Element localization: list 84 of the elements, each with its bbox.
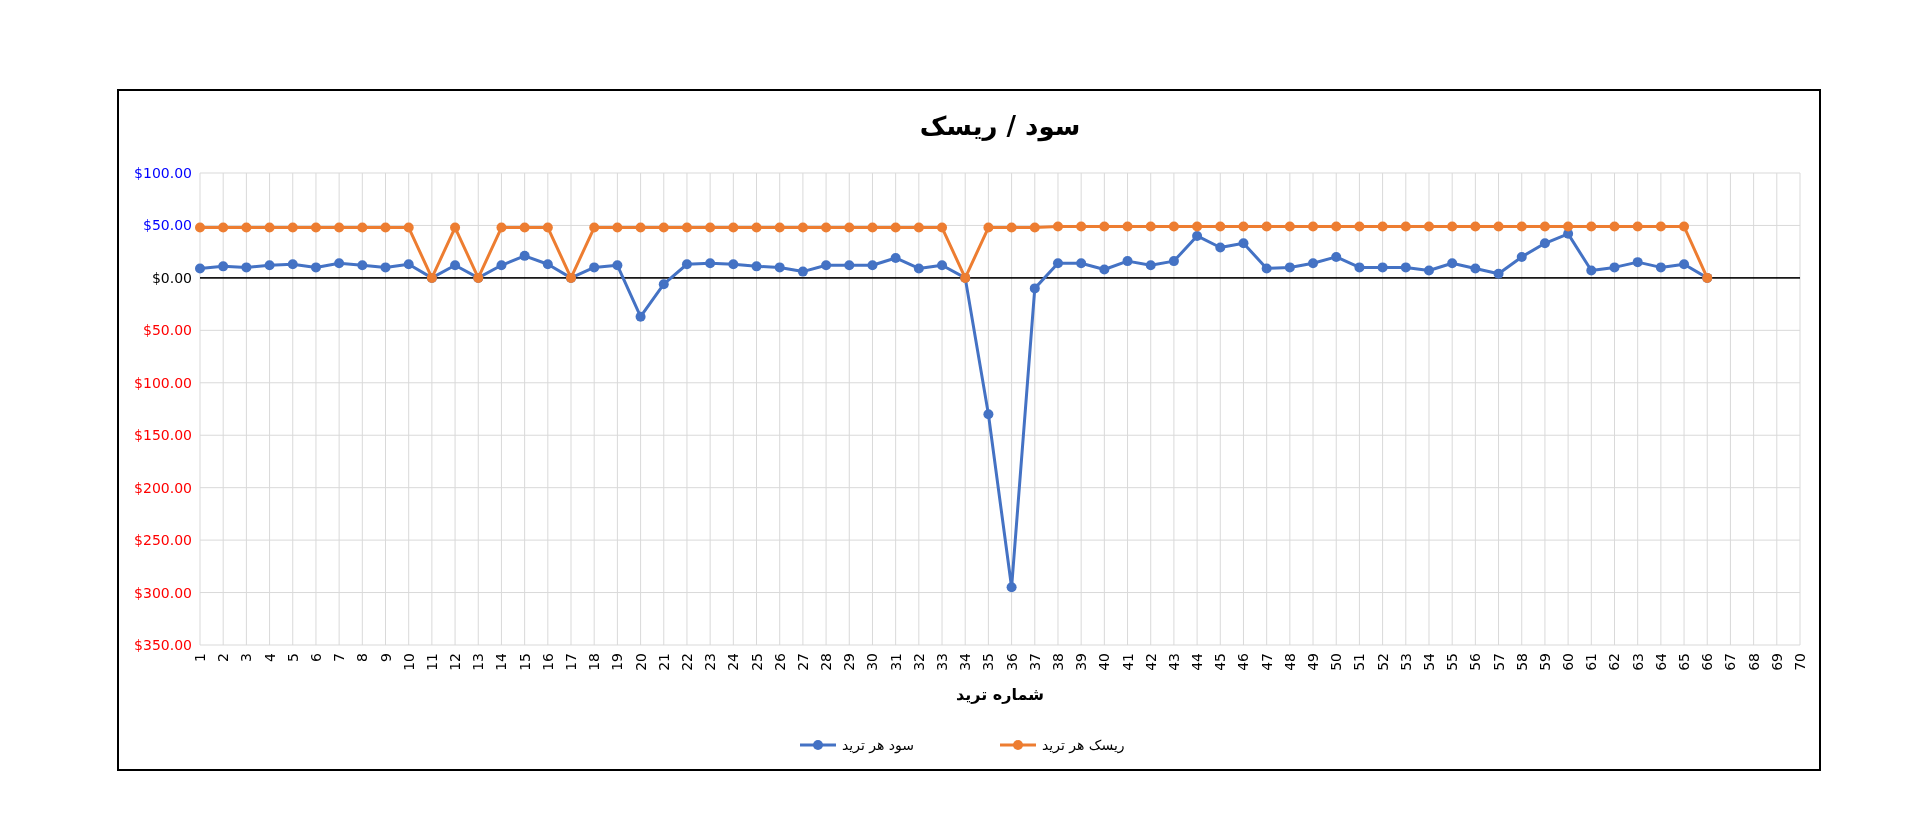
x-tick-label: 2 (215, 653, 232, 662)
x-tick-label: 29 (841, 653, 858, 671)
y-tick-label: $50.00 (143, 322, 192, 339)
x-tick-label: 37 (1026, 653, 1043, 671)
x-tick-label: 48 (1281, 653, 1298, 671)
x-tick-label: 60 (1560, 653, 1577, 671)
x-tick-label: 38 (1049, 653, 1066, 671)
x-tick-label: 20 (632, 653, 649, 671)
x-tick-label: 51 (1351, 653, 1368, 671)
x-tick-label: 25 (748, 653, 765, 671)
x-tick-label: 5 (284, 653, 301, 662)
y-tick-label: $300.00 (134, 584, 192, 601)
x-tick-label: 45 (1212, 653, 1229, 671)
x-tick-label: 63 (1629, 653, 1646, 671)
x-tick-label: 1 (192, 653, 208, 662)
x-tick-label: 16 (539, 652, 556, 671)
x-tick-label: 12 (447, 653, 464, 671)
y-tick-label: $0.00 (151, 269, 192, 286)
x-tick-label: 56 (1467, 652, 1484, 671)
x-tick-label: 54 (1420, 652, 1437, 671)
x-tick-label: 41 (1119, 653, 1136, 671)
x-tick-label: 58 (1513, 653, 1530, 671)
x-tick-label: 47 (1258, 653, 1275, 671)
x-tick-label: 33 (934, 653, 951, 671)
x-tick-label: 6 (307, 652, 324, 662)
x-tick-label: 70 (1792, 653, 1808, 671)
x-tick-label: 3 (238, 653, 255, 662)
x-tick-label: 27 (794, 653, 811, 671)
y-tick-label: $50.00 (143, 217, 192, 234)
x-tick-label: 4 (261, 652, 278, 662)
x-tick-label: 65 (1676, 653, 1693, 671)
x-tick-label: 44 (1189, 652, 1206, 671)
x-tick-label: 14 (493, 652, 510, 671)
x-axis-title: شماره ترید (956, 685, 1044, 704)
x-tick-label: 67 (1722, 653, 1739, 671)
y-tick-label: $350.00 (134, 637, 192, 653)
x-tick-label: 15 (516, 653, 533, 671)
x-tick-label: 35 (980, 653, 997, 671)
x-tick-label: 24 (725, 652, 742, 671)
x-tick-label: 30 (864, 653, 881, 671)
x-tick-label: 39 (1073, 653, 1090, 671)
x-tick-label: 13 (470, 653, 487, 671)
y-tick-label: $250.00 (134, 532, 192, 549)
x-tick-label: 22 (678, 653, 695, 671)
x-tick-label: 52 (1374, 653, 1391, 671)
x-tick-label: 11 (423, 653, 440, 671)
x-tick-label: 43 (1165, 653, 1182, 671)
x-tick-label: 7 (331, 653, 348, 662)
x-tick-label: 53 (1397, 653, 1414, 671)
y-tick-label: $100.00 (134, 165, 192, 181)
y-tick-label: $200.00 (134, 479, 192, 496)
x-tick-label: 17 (563, 653, 580, 671)
x-tick-label: 8 (354, 653, 371, 662)
x-tick-label: 18 (586, 653, 603, 671)
legend-label: سود هر ترید (842, 737, 915, 754)
x-tick-label: 49 (1305, 653, 1322, 671)
x-tick-label: 68 (1745, 653, 1762, 671)
x-tick-label: 40 (1096, 653, 1113, 671)
x-tick-label: 57 (1490, 653, 1507, 671)
x-tick-label: 55 (1444, 653, 1461, 671)
x-tick-label: 69 (1768, 653, 1785, 671)
y-tick-label: $100.00 (134, 374, 192, 391)
y-tick-label: $150.00 (134, 427, 192, 444)
x-tick-label: 62 (1606, 653, 1623, 671)
x-tick-label: 59 (1536, 653, 1553, 671)
x-tick-label: 31 (887, 653, 904, 671)
x-tick-label: 23 (702, 653, 719, 671)
x-tick-label: 21 (655, 653, 672, 671)
x-tick-label: 64 (1652, 652, 1669, 671)
legend-label: ریسک هر ترید (1042, 737, 1125, 754)
x-tick-label: 32 (910, 653, 927, 671)
x-tick-label: 66 (1699, 652, 1716, 671)
x-tick-label: 46 (1235, 652, 1252, 671)
x-tick-label: 9 (377, 653, 394, 662)
x-tick-label: 36 (1003, 652, 1020, 671)
x-tick-label: 28 (818, 653, 835, 671)
chart-title: سود / ریسک (919, 111, 1081, 142)
x-tick-label: 26 (771, 652, 788, 671)
x-tick-label: 61 (1583, 653, 1600, 671)
x-tick-label: 10 (400, 653, 417, 671)
x-tick-label: 50 (1328, 653, 1345, 671)
x-tick-label: 19 (609, 653, 626, 671)
x-tick-label: 34 (957, 652, 974, 671)
x-tick-label: 42 (1142, 653, 1159, 671)
